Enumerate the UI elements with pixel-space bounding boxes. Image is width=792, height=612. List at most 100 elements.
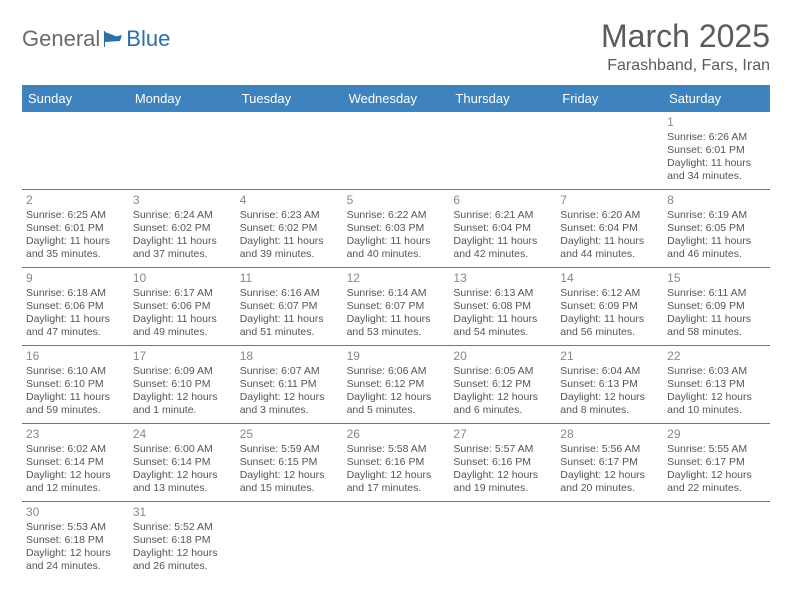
day-number: 27 [453,427,552,442]
sunrise-text: Sunrise: 6:14 AM [347,287,446,300]
day-number: 23 [26,427,125,442]
sunrise-text: Sunrise: 6:18 AM [26,287,125,300]
sunset-text: Sunset: 6:14 PM [133,456,232,469]
day-number: 5 [347,193,446,208]
sunset-text: Sunset: 6:08 PM [453,300,552,313]
daylight-text: Daylight: 11 hours and 51 minutes. [240,313,339,339]
daylight-text: Daylight: 12 hours and 15 minutes. [240,469,339,495]
sunset-text: Sunset: 6:02 PM [240,222,339,235]
calendar-cell: 12Sunrise: 6:14 AMSunset: 6:07 PMDayligh… [343,268,450,346]
sunrise-text: Sunrise: 6:22 AM [347,209,446,222]
sunset-text: Sunset: 6:09 PM [667,300,766,313]
day-header: Tuesday [236,85,343,112]
day-header: Sunday [22,85,129,112]
daylight-text: Daylight: 11 hours and 34 minutes. [667,157,766,183]
logo: General Blue [22,18,170,52]
day-number: 8 [667,193,766,208]
sunset-text: Sunset: 6:04 PM [560,222,659,235]
sunset-text: Sunset: 6:06 PM [26,300,125,313]
daylight-text: Daylight: 11 hours and 56 minutes. [560,313,659,339]
calendar-cell-empty [129,112,236,190]
daylight-text: Daylight: 11 hours and 44 minutes. [560,235,659,261]
sunrise-text: Sunrise: 6:09 AM [133,365,232,378]
calendar-cell: 22Sunrise: 6:03 AMSunset: 6:13 PMDayligh… [663,346,770,424]
daylight-text: Daylight: 12 hours and 20 minutes. [560,469,659,495]
calendar-cell: 29Sunrise: 5:55 AMSunset: 6:17 PMDayligh… [663,424,770,502]
sunset-text: Sunset: 6:06 PM [133,300,232,313]
calendar-cell: 26Sunrise: 5:58 AMSunset: 6:16 PMDayligh… [343,424,450,502]
sunset-text: Sunset: 6:07 PM [240,300,339,313]
calendar-cell-empty [663,502,770,580]
sunset-text: Sunset: 6:18 PM [133,534,232,547]
sunrise-text: Sunrise: 6:25 AM [26,209,125,222]
day-number: 10 [133,271,232,286]
sunrise-text: Sunrise: 6:05 AM [453,365,552,378]
calendar-cell: 15Sunrise: 6:11 AMSunset: 6:09 PMDayligh… [663,268,770,346]
calendar-cell-empty [449,502,556,580]
sunrise-text: Sunrise: 5:52 AM [133,521,232,534]
sunset-text: Sunset: 6:09 PM [560,300,659,313]
daylight-text: Daylight: 12 hours and 5 minutes. [347,391,446,417]
sunset-text: Sunset: 6:12 PM [347,378,446,391]
calendar-cell: 4Sunrise: 6:23 AMSunset: 6:02 PMDaylight… [236,190,343,268]
calendar-cell: 25Sunrise: 5:59 AMSunset: 6:15 PMDayligh… [236,424,343,502]
day-number: 6 [453,193,552,208]
sunrise-text: Sunrise: 6:10 AM [26,365,125,378]
day-number: 18 [240,349,339,364]
sunset-text: Sunset: 6:17 PM [560,456,659,469]
logo-text-1: General [22,26,100,52]
sunset-text: Sunset: 6:02 PM [133,222,232,235]
calendar-cell: 1Sunrise: 6:26 AMSunset: 6:01 PMDaylight… [663,112,770,190]
calendar-cell: 7Sunrise: 6:20 AMSunset: 6:04 PMDaylight… [556,190,663,268]
calendar-cell-empty [22,112,129,190]
day-header: Friday [556,85,663,112]
title-block: March 2025 Farashband, Fars, Iran [601,18,770,75]
daylight-text: Daylight: 12 hours and 12 minutes. [26,469,125,495]
daylight-text: Daylight: 12 hours and 13 minutes. [133,469,232,495]
sunrise-text: Sunrise: 5:55 AM [667,443,766,456]
day-number: 19 [347,349,446,364]
sunset-text: Sunset: 6:11 PM [240,378,339,391]
calendar-cell: 31Sunrise: 5:52 AMSunset: 6:18 PMDayligh… [129,502,236,580]
sunrise-text: Sunrise: 6:23 AM [240,209,339,222]
day-number: 30 [26,505,125,520]
calendar-cell: 8Sunrise: 6:19 AMSunset: 6:05 PMDaylight… [663,190,770,268]
sunset-text: Sunset: 6:01 PM [667,144,766,157]
calendar-cell: 14Sunrise: 6:12 AMSunset: 6:09 PMDayligh… [556,268,663,346]
sunset-text: Sunset: 6:14 PM [26,456,125,469]
calendar-cell: 16Sunrise: 6:10 AMSunset: 6:10 PMDayligh… [22,346,129,424]
sunrise-text: Sunrise: 6:13 AM [453,287,552,300]
sunset-text: Sunset: 6:13 PM [560,378,659,391]
sunrise-text: Sunrise: 5:57 AM [453,443,552,456]
day-number: 16 [26,349,125,364]
daylight-text: Daylight: 11 hours and 53 minutes. [347,313,446,339]
sunrise-text: Sunrise: 6:07 AM [240,365,339,378]
sunset-text: Sunset: 6:17 PM [667,456,766,469]
daylight-text: Daylight: 11 hours and 49 minutes. [133,313,232,339]
sunrise-text: Sunrise: 6:16 AM [240,287,339,300]
sunrise-text: Sunrise: 6:19 AM [667,209,766,222]
day-number: 9 [26,271,125,286]
day-header: Thursday [449,85,556,112]
day-number: 29 [667,427,766,442]
daylight-text: Daylight: 11 hours and 39 minutes. [240,235,339,261]
sunset-text: Sunset: 6:07 PM [347,300,446,313]
sunset-text: Sunset: 6:04 PM [453,222,552,235]
sunrise-text: Sunrise: 6:06 AM [347,365,446,378]
sunrise-text: Sunrise: 6:20 AM [560,209,659,222]
page-title: March 2025 [601,18,770,55]
calendar-cell: 20Sunrise: 6:05 AMSunset: 6:12 PMDayligh… [449,346,556,424]
day-number: 21 [560,349,659,364]
sunrise-text: Sunrise: 6:12 AM [560,287,659,300]
sunset-text: Sunset: 6:01 PM [26,222,125,235]
day-number: 11 [240,271,339,286]
calendar-cell-empty [343,112,450,190]
sunrise-text: Sunrise: 6:04 AM [560,365,659,378]
daylight-text: Daylight: 12 hours and 1 minute. [133,391,232,417]
daylight-text: Daylight: 12 hours and 6 minutes. [453,391,552,417]
sunset-text: Sunset: 6:10 PM [133,378,232,391]
daylight-text: Daylight: 11 hours and 46 minutes. [667,235,766,261]
sunrise-text: Sunrise: 6:02 AM [26,443,125,456]
daylight-text: Daylight: 12 hours and 3 minutes. [240,391,339,417]
logo-text-2: Blue [126,26,170,52]
